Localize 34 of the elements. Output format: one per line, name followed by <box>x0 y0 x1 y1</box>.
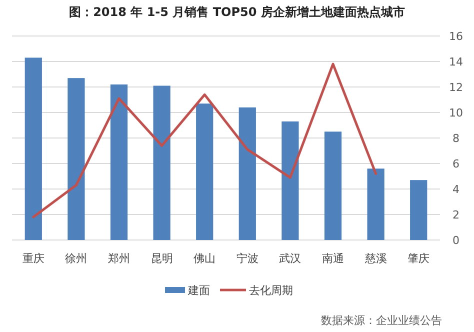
x-tick-label: 肇庆 <box>408 252 430 265</box>
bar <box>68 78 85 240</box>
x-tick-label: 郑州 <box>108 252 130 265</box>
legend-label: 建面 <box>187 284 210 297</box>
x-tick-label: 武汉 <box>279 252 302 265</box>
y-tick-label: 2 <box>452 208 460 222</box>
y-tick-label: 10 <box>449 106 463 120</box>
x-tick-label: 慈溪 <box>364 252 387 265</box>
x-tick-label: 宁波 <box>236 252 258 265</box>
x-tick-label: 佛山 <box>194 252 216 265</box>
bar <box>196 104 214 240</box>
bar <box>367 168 384 240</box>
bar <box>282 121 299 240</box>
y-tick-label: 14 <box>449 56 463 68</box>
y-tick-label: 12 <box>449 81 463 94</box>
bar <box>110 84 128 240</box>
chart-title: 图：2018 年 1-5 月销售 TOP50 房企新增土地建面热点城市 <box>69 5 405 19</box>
y-tick-label: 4 <box>452 183 460 196</box>
source-note: 数据来源：企业业绩公告 <box>321 314 442 327</box>
bar <box>153 86 170 240</box>
x-tick-label: 重庆 <box>22 252 44 265</box>
x-tick-label: 徐州 <box>65 252 88 265</box>
y-tick-label: 8 <box>452 132 460 145</box>
x-tick-label: 南通 <box>322 252 344 265</box>
y-tick-label: 16 <box>449 30 463 43</box>
legend-label: 去化周期 <box>249 284 293 297</box>
line-series <box>32 62 378 218</box>
y-tick-label: 6 <box>452 158 460 170</box>
bar <box>324 132 342 240</box>
bar <box>238 107 256 240</box>
x-tick-label: 昆明 <box>150 252 173 265</box>
y-tick-label: 0 <box>452 234 460 247</box>
bar <box>24 58 42 240</box>
bar <box>410 180 428 240</box>
